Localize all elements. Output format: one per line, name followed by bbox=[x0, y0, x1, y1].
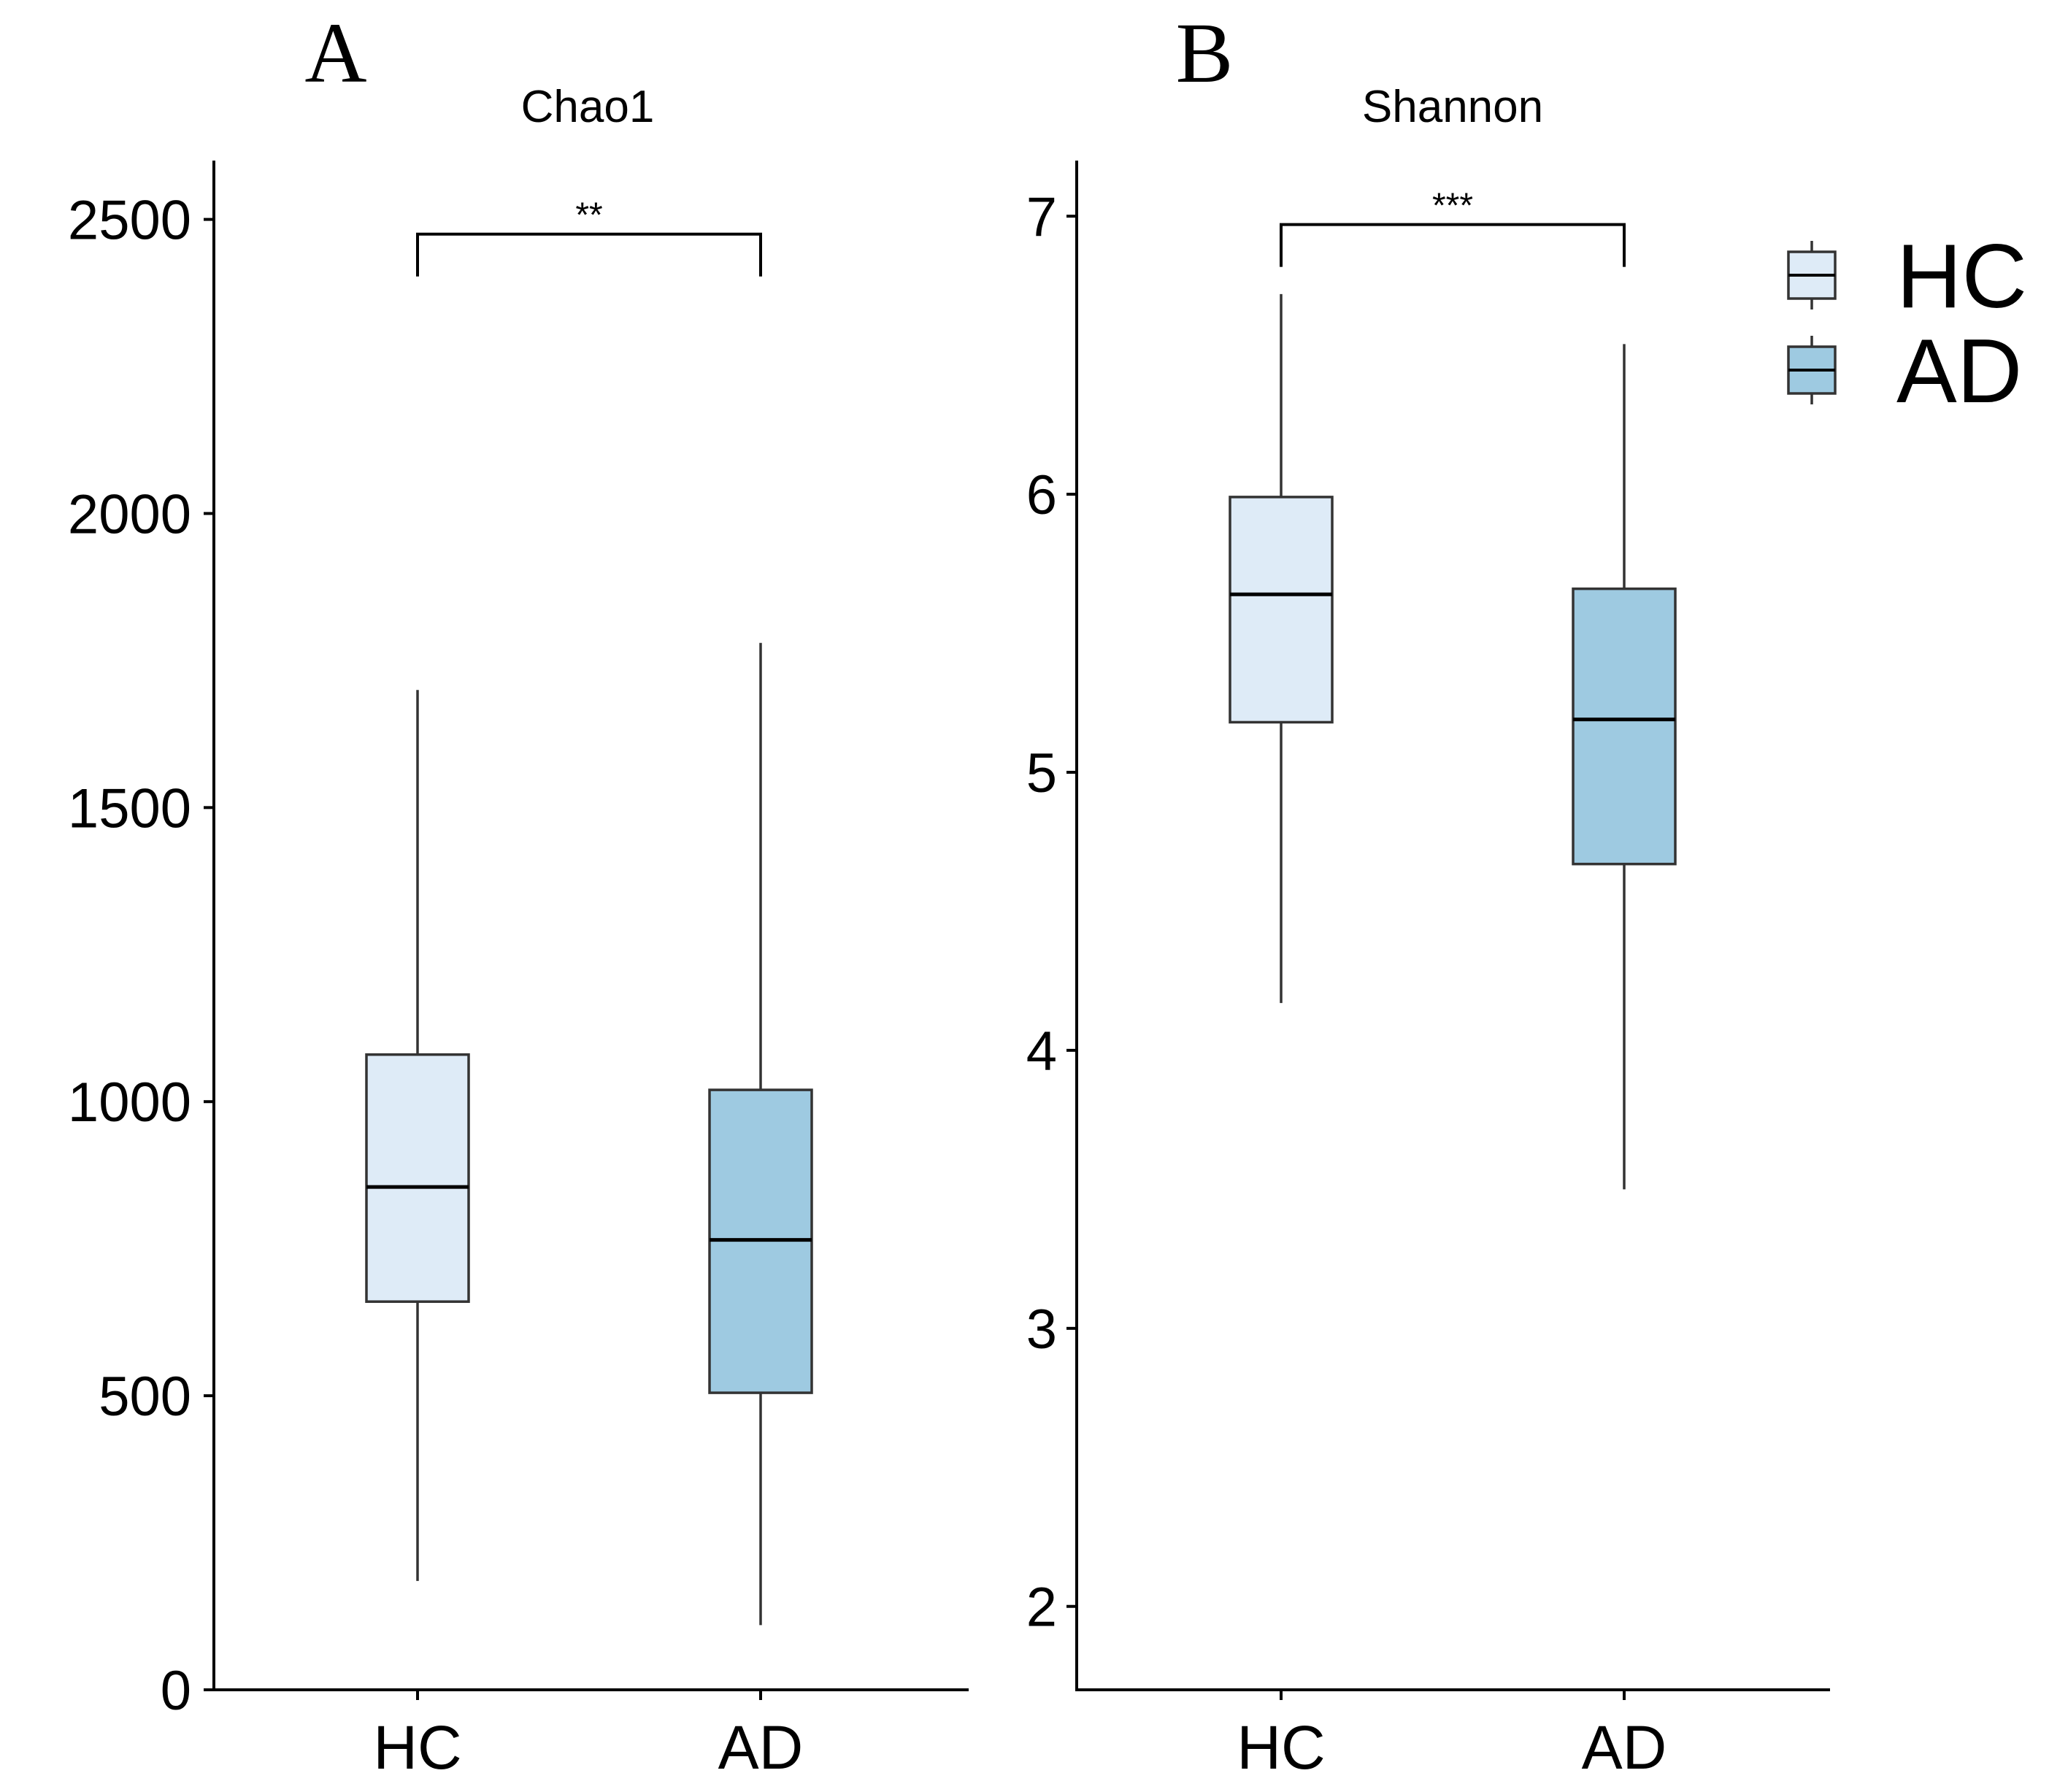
legend-label: AD bbox=[1896, 321, 2022, 422]
x-tick-label: AD bbox=[718, 1713, 804, 1782]
panel-letter-a: A bbox=[304, 5, 366, 101]
box-iqr bbox=[1229, 496, 1334, 724]
y-tick-label: 6 bbox=[1026, 464, 1057, 526]
box-iqr bbox=[365, 1053, 470, 1303]
y-tick-label: 2 bbox=[1026, 1577, 1057, 1639]
y-tick-label: 5 bbox=[1026, 742, 1057, 804]
panel-title-chao1: Chao1 bbox=[521, 82, 655, 132]
legend-entry-hc: HC bbox=[1787, 226, 2027, 327]
x-tick-label: AD bbox=[1582, 1713, 1667, 1782]
y-tick-label: 3 bbox=[1026, 1299, 1057, 1361]
panel-chao1: A Chao1 0 500 1000 1500 2000 2500 HC AD ** bbox=[68, 5, 969, 1782]
panel-shannon: B Shannon 2 3 4 5 6 7 HC AD *** bbox=[1026, 5, 1830, 1782]
box-plots bbox=[1229, 293, 1677, 1190]
y-tick-label: 7 bbox=[1026, 186, 1057, 248]
panel-title-shannon: Shannon bbox=[1362, 82, 1543, 132]
x-axis-ticks: HC AD bbox=[373, 1690, 803, 1782]
legend-label: HC bbox=[1896, 226, 2027, 327]
x-tick-label: HC bbox=[1237, 1713, 1325, 1782]
y-axis-ticks: 2 3 4 5 6 7 bbox=[1026, 186, 1077, 1639]
y-tick-label: 2000 bbox=[68, 483, 191, 545]
y-tick-label: 500 bbox=[99, 1366, 191, 1428]
x-axis-ticks: HC AD bbox=[1237, 1690, 1667, 1782]
y-tick-label: 2500 bbox=[68, 190, 191, 252]
significance-bracket: *** bbox=[1280, 187, 1626, 267]
significance-label: ** bbox=[575, 196, 602, 235]
box-ad bbox=[1572, 344, 1677, 1190]
legend-entry-ad: AD bbox=[1787, 321, 2022, 422]
box-ad bbox=[708, 642, 813, 1626]
significance-bracket: ** bbox=[416, 196, 762, 277]
significance-label: *** bbox=[1432, 187, 1473, 226]
panel-letter-b: B bbox=[1176, 5, 1234, 101]
y-tick-label: 4 bbox=[1026, 1020, 1057, 1082]
x-tick-label: HC bbox=[373, 1713, 461, 1782]
box-hc bbox=[1229, 293, 1334, 1004]
box-hc bbox=[365, 690, 470, 1581]
y-tick-label: 0 bbox=[161, 1660, 191, 1722]
y-axis-ticks: 0 500 1000 1500 2000 2500 bbox=[68, 190, 214, 1722]
bracket-line bbox=[1280, 223, 1626, 267]
box-plots bbox=[365, 642, 813, 1626]
box-iqr bbox=[1572, 587, 1677, 866]
y-tick-label: 1000 bbox=[68, 1072, 191, 1134]
bracket-line bbox=[416, 232, 762, 277]
y-tick-label: 1500 bbox=[68, 777, 191, 839]
